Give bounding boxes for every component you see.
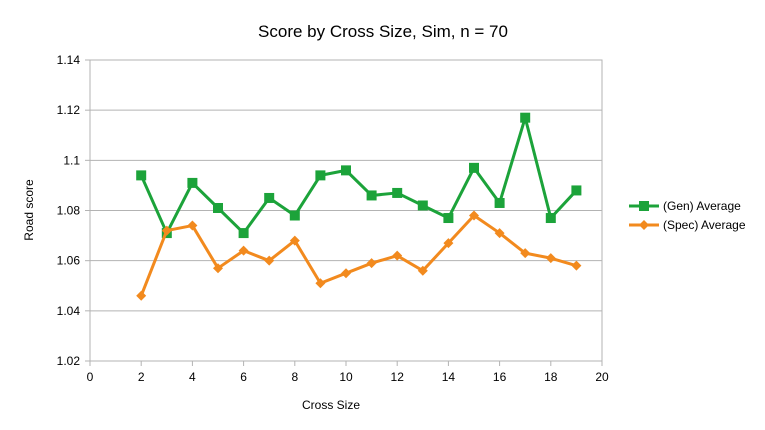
legend-marker-spec xyxy=(639,220,649,230)
y-tick-label: 1.1 xyxy=(63,153,80,167)
x-tick-label: 14 xyxy=(442,370,456,384)
legend-item-spec: (Spec) Average xyxy=(629,218,746,232)
x-tick-label: 0 xyxy=(87,370,94,384)
data-point-spec xyxy=(571,260,582,271)
x-tick-label: 6 xyxy=(240,370,247,384)
legend-marker-gen xyxy=(639,201,649,211)
chart-title: Score by Cross Size, Sim, n = 70 xyxy=(258,22,508,41)
x-tick-label: 10 xyxy=(339,370,353,384)
grid-lines xyxy=(90,59,602,362)
data-point-spec xyxy=(392,250,403,261)
data-point-spec xyxy=(443,238,454,249)
x-axis: 0 2 4 6 8 10 12 14 16 18 20 xyxy=(87,361,609,384)
y-tick-label: 1.12 xyxy=(57,103,81,117)
series-line-gen xyxy=(139,116,578,235)
data-point-spec xyxy=(136,290,147,301)
legend-label-spec: (Spec) Average xyxy=(663,218,746,232)
data-point-spec xyxy=(469,210,479,221)
data-point-spec xyxy=(520,248,531,259)
y-tick-label: 1.08 xyxy=(57,204,81,218)
data-point-gen xyxy=(545,213,556,224)
data-point-spec xyxy=(161,225,172,236)
series-spec xyxy=(136,210,582,301)
data-point-gen xyxy=(417,200,428,211)
series-gen xyxy=(136,112,582,239)
series-line-spec xyxy=(139,214,577,297)
x-tick-label: 2 xyxy=(138,370,145,384)
y-axis: 1.02 1.04 1.06 1.08 1.1 1.12 1.14 xyxy=(57,53,90,368)
data-point-spec xyxy=(213,263,223,274)
data-point-gen xyxy=(443,213,454,224)
x-tick-label: 18 xyxy=(544,370,558,384)
data-point-gen xyxy=(289,210,300,221)
data-point-gen xyxy=(392,187,403,198)
legend-item-gen: (Gen) Average xyxy=(629,199,741,213)
data-point-gen xyxy=(520,112,531,123)
data-point-spec xyxy=(315,278,326,289)
data-point-gen xyxy=(366,190,377,201)
data-point-spec xyxy=(494,228,505,239)
x-tick-label: 8 xyxy=(291,370,298,384)
series-group xyxy=(136,112,582,301)
data-point-gen xyxy=(187,177,198,188)
x-tick-label: 12 xyxy=(391,370,405,384)
data-point-gen xyxy=(571,185,582,196)
y-tick-label: 1.04 xyxy=(57,304,81,318)
x-tick-label: 4 xyxy=(189,370,196,384)
data-point-gen xyxy=(315,170,326,181)
data-point-spec xyxy=(366,258,377,269)
legend-label-gen: (Gen) Average xyxy=(663,199,741,213)
data-point-spec xyxy=(417,265,428,276)
data-point-gen xyxy=(341,165,351,176)
x-tick-label: 16 xyxy=(493,370,507,384)
y-tick-label: 1.02 xyxy=(57,354,81,368)
data-point-gen xyxy=(238,228,249,239)
data-point-spec xyxy=(187,220,198,231)
data-point-gen xyxy=(213,202,223,213)
data-point-spec xyxy=(238,245,249,256)
data-point-spec xyxy=(289,235,300,246)
data-point-gen xyxy=(136,170,147,181)
x-tick-label: 20 xyxy=(595,370,609,384)
data-point-spec xyxy=(264,255,275,266)
y-tick-label: 1.14 xyxy=(57,53,81,67)
y-axis-label: Road score xyxy=(22,179,36,241)
legend: (Gen) Average (Spec) Average xyxy=(629,199,746,232)
data-point-spec xyxy=(341,268,351,279)
x-axis-label: Cross Size xyxy=(302,398,360,412)
data-point-gen xyxy=(469,162,479,173)
y-tick-label: 1.06 xyxy=(57,254,81,268)
data-point-gen xyxy=(264,192,275,203)
data-point-spec xyxy=(545,253,556,264)
data-point-gen xyxy=(494,197,505,208)
